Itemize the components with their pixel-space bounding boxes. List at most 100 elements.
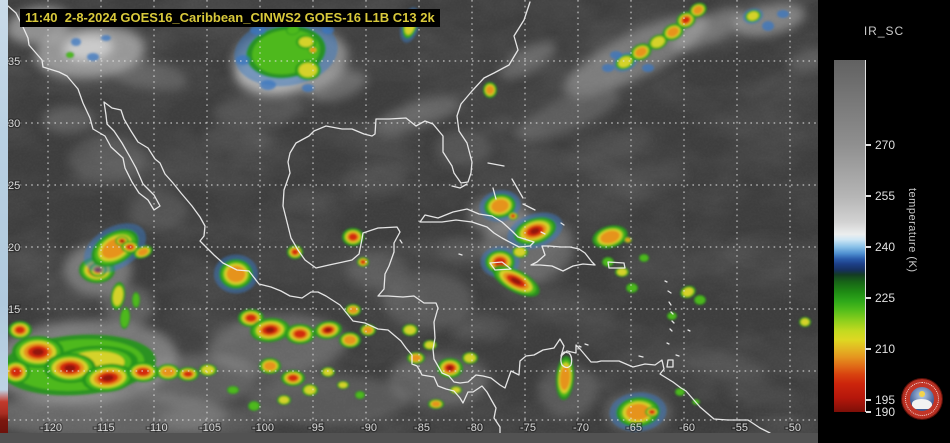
convection-cell <box>642 64 654 72</box>
coastline <box>667 290 672 294</box>
convection-cell <box>355 391 365 399</box>
convection-cell <box>431 401 441 407</box>
convection-cell <box>120 308 130 328</box>
convection-cell <box>625 238 631 242</box>
convection-cell <box>675 388 685 396</box>
convection-cell <box>363 326 373 334</box>
convection-cell <box>101 35 111 41</box>
convection-cell <box>635 47 647 57</box>
coastline <box>489 261 512 271</box>
satellite-map[interactable]: 35 30 25 20 15 -120 -115 -110 -105 -100 -95 -90 -85 -… <box>8 0 818 433</box>
convection-cell <box>514 247 526 257</box>
convection-cell <box>649 410 655 414</box>
cloud-mass <box>452 318 504 342</box>
longitude-label: -90 <box>361 422 377 433</box>
latitude-label: 20 <box>8 242 20 254</box>
convection-cell <box>626 283 638 293</box>
convection-cell <box>291 249 299 255</box>
convection-cell <box>602 64 614 72</box>
logo-ring-text <box>905 382 939 416</box>
convection-cell <box>287 25 299 35</box>
convection-cell <box>404 325 416 335</box>
convection-cell <box>102 374 114 382</box>
convection-cell <box>112 286 124 306</box>
coastline <box>584 343 589 346</box>
longitude-label: -55 <box>732 422 748 433</box>
convection-cell <box>693 5 703 15</box>
cloud-mass <box>435 130 491 166</box>
convection-cell <box>510 277 522 285</box>
cloud-mass <box>248 374 408 426</box>
cloud-mass <box>68 138 148 182</box>
coastline <box>578 345 582 348</box>
convection-cell <box>491 199 509 213</box>
longitude-label: -65 <box>626 422 642 433</box>
convection-cell <box>132 293 140 307</box>
logo-mountain-icon <box>912 399 932 409</box>
cloud-mass <box>436 238 484 262</box>
coastline <box>511 178 524 199</box>
cloud-mass <box>348 252 408 288</box>
convection-cell <box>299 37 313 47</box>
latitude-label: 35 <box>8 56 20 68</box>
cloud-mass <box>213 93 303 127</box>
colorbar-tick-label: 225 <box>875 291 896 305</box>
convection-cell <box>610 51 622 59</box>
cloud-mass <box>499 40 557 80</box>
convection-cell <box>425 341 435 349</box>
cloud-mass <box>308 69 368 101</box>
coastline <box>607 261 626 269</box>
longitude-label: -105 <box>199 422 221 433</box>
colorbar-tick-label: 255 <box>875 189 896 203</box>
cloud-mass <box>42 106 94 134</box>
longitude-label: -70 <box>573 422 589 433</box>
coastline <box>282 1 771 433</box>
convection-cell <box>15 326 25 334</box>
colorbar-tick <box>866 144 871 146</box>
coastline <box>687 329 691 332</box>
colorbar-tick-label: 210 <box>875 342 896 356</box>
left-edge-strip <box>0 0 8 433</box>
coastline <box>668 301 672 306</box>
latitude-label: 25 <box>8 180 20 192</box>
convection-cell <box>323 368 333 376</box>
colorbar-tick <box>866 297 871 299</box>
convection-cell <box>236 55 250 65</box>
longitude-label: -85 <box>414 422 430 433</box>
convection-cell <box>288 374 298 382</box>
convection-cell <box>694 295 706 305</box>
cloud-mass <box>516 89 620 141</box>
convection-cell <box>762 21 774 31</box>
colorbar-tick-label: 270 <box>875 138 896 152</box>
convection-cell <box>71 38 81 46</box>
coastline <box>669 328 673 332</box>
convection-cell <box>617 268 627 276</box>
convection-cell <box>183 371 193 377</box>
logo-sun-icon <box>919 391 925 397</box>
latitude-label: 30 <box>8 118 20 130</box>
convection-cell <box>32 348 44 356</box>
colorbar-title: IR_SC <box>863 24 905 38</box>
cloud-mass <box>203 125 273 155</box>
colorbar-tick-label: 195 <box>875 393 896 407</box>
colorbar-panel: IR_SC 270 255 240 225 210 195 190 temperature … <box>818 0 950 443</box>
coastline <box>560 351 573 369</box>
convection-cell <box>747 11 759 21</box>
convection-cell <box>302 84 314 92</box>
colorbar-tick-label: 240 <box>875 240 896 254</box>
convection-cell <box>800 318 810 326</box>
coastline <box>560 222 565 226</box>
coastline <box>487 162 505 167</box>
convection-cell <box>651 36 665 48</box>
convection-cell <box>248 401 260 411</box>
cloud-mass <box>283 190 333 210</box>
convection-cell <box>298 63 318 77</box>
convection-cell <box>600 230 620 244</box>
convection-cell <box>447 365 453 371</box>
convection-cell <box>260 80 276 90</box>
convection-cell <box>486 85 494 95</box>
coastline <box>664 280 668 283</box>
convection-cell <box>511 214 515 218</box>
coastline <box>492 187 497 200</box>
convection-cell <box>667 312 677 320</box>
